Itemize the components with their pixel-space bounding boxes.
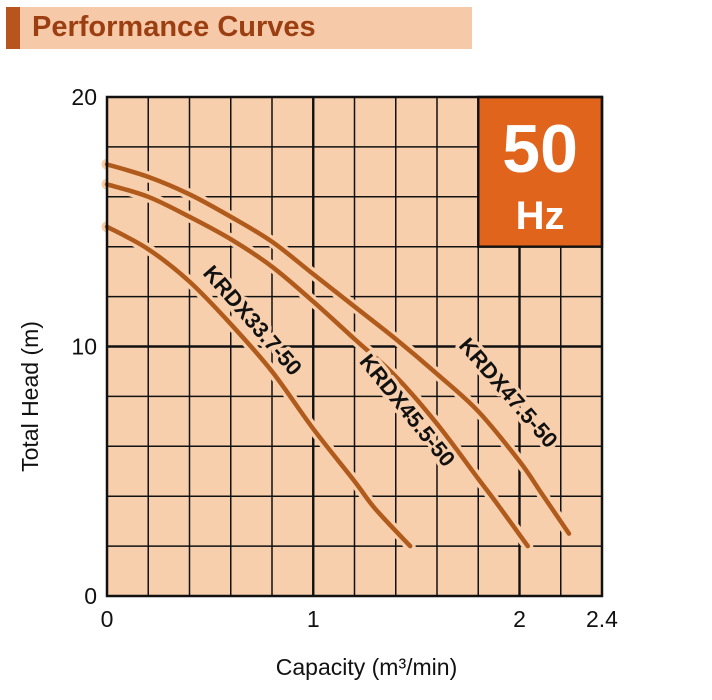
frequency-badge: 50 Hz (477, 95, 604, 248)
banner-accent-bar (6, 7, 20, 49)
plot-frame (105, 95, 604, 598)
page-title: Performance Curves (32, 11, 316, 43)
curve-krdx47-5-50 (104, 162, 572, 536)
curve-krdx45-5-50 (104, 182, 530, 549)
y-tick-label: 20 (71, 84, 97, 110)
curves (101, 158, 575, 552)
badge-value: 50 (502, 111, 578, 187)
tick-labels: 0 1 2 2.4 0 10 20 (71, 84, 618, 632)
y-axis-label: Total Head (m) (17, 321, 43, 472)
x-tick-label: 2.4 (586, 606, 618, 632)
y-tick-label: 10 (71, 334, 97, 360)
x-tick-label: 2 (513, 606, 526, 632)
badge-unit: Hz (516, 194, 565, 238)
curve-krdx33-7-50 (104, 224, 413, 549)
y-tick-label: 0 (84, 583, 97, 609)
x-tick-label: 1 (307, 606, 320, 632)
x-tick-label: 0 (101, 606, 114, 632)
badge-background (477, 95, 604, 248)
title-banner: Performance Curves (6, 7, 472, 49)
x-axis-label: Capacity (m³/min) (276, 654, 457, 680)
